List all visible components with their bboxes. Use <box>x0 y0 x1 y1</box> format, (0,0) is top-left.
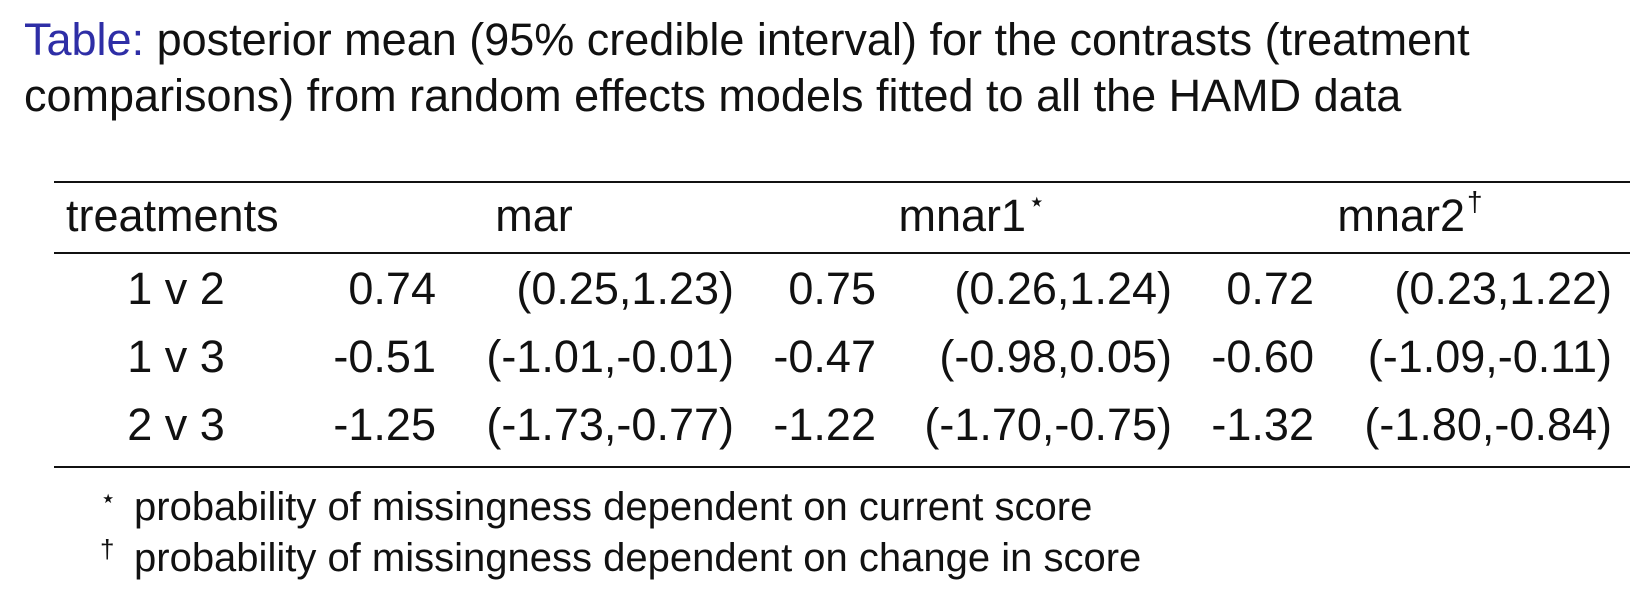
header-mnar1-footnote-mark: ⋆ <box>1028 186 1046 217</box>
row-1v3-mnar2-mean: -0.60 <box>1211 331 1314 382</box>
footnote-change-score-text: probability of missingness dependent on … <box>134 536 1142 580</box>
row-1v2-mnar1-mean: 0.75 <box>788 263 876 314</box>
row-1v2-mar-ci: (0.25,1.23) <box>516 263 734 314</box>
footnote-current-score-text: probability of missingness dependent on … <box>134 485 1093 529</box>
row-1v3-treatments: 1 v 3 <box>127 331 225 382</box>
row-1v2-treatments: 1 v 2 <box>127 263 225 314</box>
row-1v3-mnar1-mean: -0.47 <box>773 331 876 382</box>
row-2v3-mnar2-ci: (-1.80,-0.84) <box>1364 399 1612 450</box>
table-caption: Table: posterior mean (95% credible inte… <box>24 12 1624 124</box>
header-mnar1-label: mnar1 <box>898 190 1027 241</box>
header-mnar2: mnar2† <box>1337 188 1482 242</box>
row-2v3-mnar2-mean: -1.32 <box>1211 399 1314 450</box>
row-1v3-mnar2-ci: (-1.09,-0.11) <box>1367 331 1612 382</box>
header-treatments: treatments <box>66 190 279 241</box>
row-2v3-treatments: 2 v 3 <box>127 399 225 450</box>
row-2v3-mar-ci: (-1.73,-0.77) <box>486 399 734 450</box>
row-1v2-mnar2-ci: (0.23,1.22) <box>1394 263 1612 314</box>
caption-lead: Table: <box>24 14 145 65</box>
table-bottom-rule <box>54 466 1630 468</box>
row-2v3-mnar1-ci: (-1.70,-0.75) <box>924 399 1172 450</box>
footnote-change-score: † probability of missingness dependent on… <box>100 534 1141 582</box>
footnote-star-symbol: ⋆ <box>100 483 117 513</box>
caption-text: posterior mean (95% credible interval) f… <box>24 14 1470 121</box>
row-1v2-mar-mean: 0.74 <box>348 263 436 314</box>
header-mnar1: mnar1⋆ <box>898 188 1045 242</box>
footnote-current-score: ⋆ probability of missingness dependent on… <box>100 483 1092 531</box>
row-1v3-mar-ci: (-1.01,-0.01) <box>486 331 734 382</box>
header-mnar2-label: mnar2 <box>1337 190 1465 241</box>
row-1v2-mnar1-ci: (0.26,1.24) <box>954 263 1172 314</box>
row-1v3-mnar1-ci: (-0.98,0.05) <box>939 331 1172 382</box>
footnote-dagger-symbol: † <box>100 534 115 564</box>
row-1v2-mnar2-mean: 0.72 <box>1226 263 1314 314</box>
row-2v3-mnar1-mean: -1.22 <box>773 399 876 450</box>
header-mar: mar <box>495 190 573 241</box>
row-2v3-mar-mean: -1.25 <box>333 399 436 450</box>
table-top-rule <box>54 181 1630 183</box>
table-header-rule <box>54 252 1630 254</box>
row-1v3-mar-mean: -0.51 <box>333 331 436 382</box>
header-mnar2-footnote-mark: † <box>1466 186 1483 217</box>
